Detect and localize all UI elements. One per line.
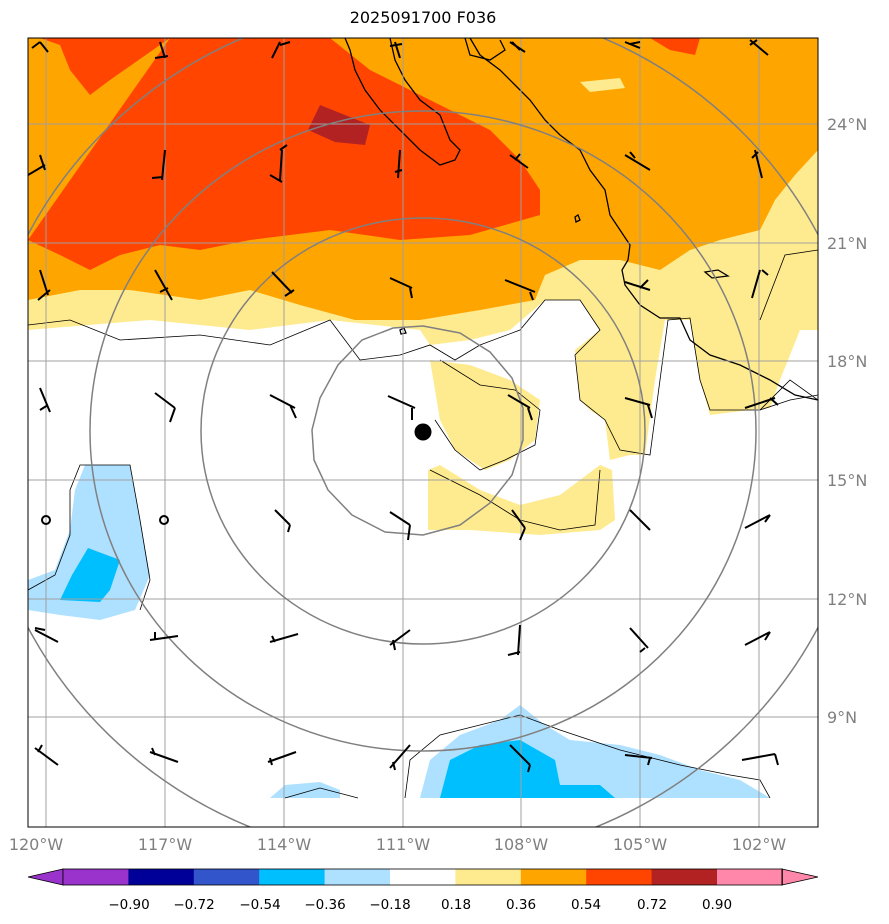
colorbar-extend-min — [27, 868, 64, 886]
colorbar-segment — [259, 869, 326, 885]
lon-label: 108°W — [494, 835, 549, 854]
anomaly-fill-018-036-south — [430, 360, 540, 470]
wind-barbs — [28, 39, 779, 773]
anomaly-fill-018-036-south2 — [428, 465, 615, 535]
lon-label: 105°W — [613, 835, 668, 854]
colorbar-tick-label: −0.18 — [369, 897, 410, 913]
anomaly-fill-neg-018-036 — [28, 465, 150, 620]
lon-label: 114°W — [257, 835, 312, 854]
colorbar-tick-label: 0.18 — [441, 897, 471, 913]
range-rings — [28, 38, 818, 827]
colorbar-tick-label: 0.36 — [506, 897, 536, 913]
colorbar-frame — [62, 868, 783, 886]
colorbar-labels: −0.90 −0.72 −0.54 −0.36 −0.18 0.18 0.36 … — [108, 897, 732, 913]
longitude-labels: 120°W 117°W 114°W 111°W 108°W 105°W 102°… — [9, 835, 787, 854]
anomaly-fill-neg-south2 — [440, 740, 615, 798]
gridlines — [28, 38, 818, 827]
plot-frame — [27, 37, 819, 828]
colorbar-tick-label: 0.90 — [702, 897, 732, 913]
latitude-labels: 9°N 12°N 15°N 18°N 21°N 24°N — [827, 115, 867, 727]
colorbar-segment — [586, 869, 653, 885]
coastline — [344, 38, 818, 401]
lat-label: 15°N — [827, 471, 867, 490]
lat-label: 18°N — [827, 352, 867, 371]
colorbar — [27, 868, 819, 886]
colorbar-segment — [717, 869, 783, 885]
colorbar-segment — [651, 869, 718, 885]
lon-label: 102°W — [732, 835, 787, 854]
plot-area — [28, 38, 818, 827]
lon-label: 120°W — [9, 835, 64, 854]
anomaly-fill-054-072-ne — [650, 38, 700, 55]
lat-label: 12°N — [827, 590, 867, 609]
colorbar-extend-max — [781, 868, 819, 886]
lat-label: 9°N — [827, 708, 857, 727]
anomaly-fill-neg-036-054 — [60, 548, 120, 602]
colorbar-tick-label: −0.72 — [173, 897, 214, 913]
colorbar-tick-label: 0.72 — [637, 897, 667, 913]
anomaly-fill-small — [580, 78, 625, 92]
lon-label: 111°W — [376, 835, 431, 854]
colorbar-segment — [193, 869, 260, 885]
map-title: 2025091700 F036 — [349, 8, 497, 27]
colorbar-tick-label: −0.54 — [239, 897, 280, 913]
colorbar-segment — [324, 869, 391, 885]
colorbar-segment — [520, 869, 587, 885]
colorbar-segment — [128, 869, 195, 885]
lat-label: 21°N — [827, 234, 867, 253]
colorbar-tick-label: 0.54 — [571, 897, 601, 913]
lon-label: 117°W — [138, 835, 193, 854]
anomaly-fill-072-090 — [308, 105, 370, 145]
anomaly-fill-neg-small — [270, 782, 340, 798]
colorbar-tick-label: −0.90 — [108, 897, 149, 913]
colorbar-segment — [390, 869, 456, 885]
storm-center-marker — [414, 423, 432, 441]
colorbar-segment — [455, 869, 522, 885]
colorbar-segment — [63, 869, 129, 885]
colorbar-tick-label: −0.36 — [304, 897, 345, 913]
lat-label: 24°N — [827, 115, 867, 134]
contour-lines — [28, 249, 818, 799]
